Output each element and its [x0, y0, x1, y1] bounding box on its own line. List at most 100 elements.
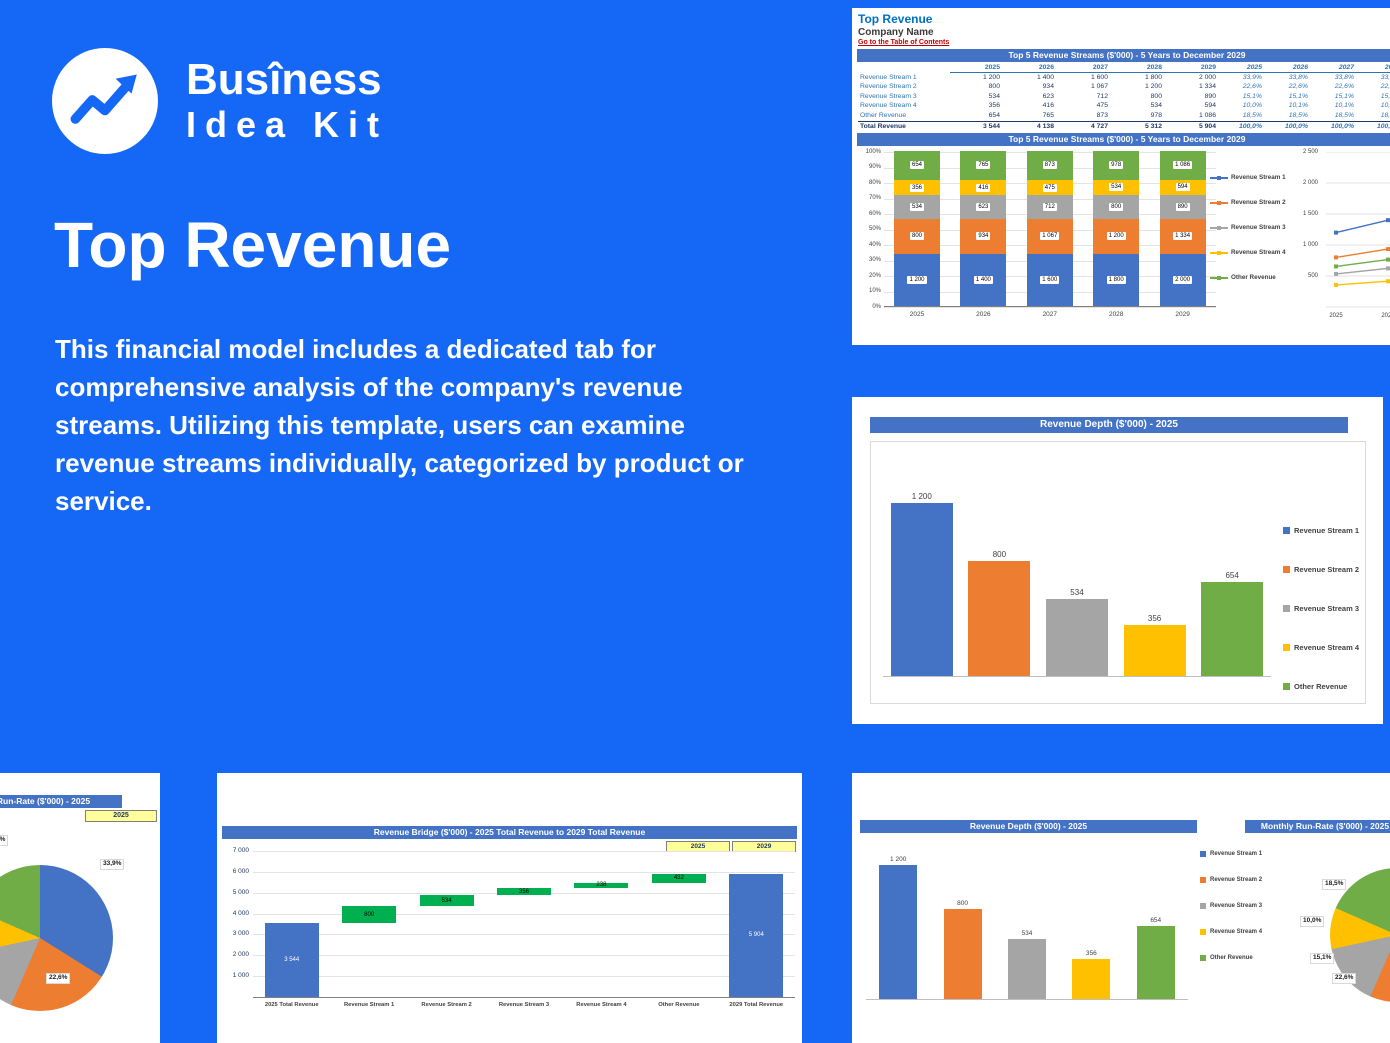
legend-item: Revenue Stream 1 [1200, 851, 1262, 857]
revenue-table-title: Top 5 Revenue Streams ($'000) - 5 Years … [857, 49, 1390, 62]
table-year-header: 2027 [1058, 63, 1112, 73]
legend-item: Revenue Stream 4 [1283, 643, 1359, 652]
chart-legend: Revenue Stream 1 Revenue Stream 2 Revenue … [1283, 526, 1359, 691]
bar-group: 1 200 [890, 492, 953, 676]
y-axis-label: 90% [868, 164, 881, 171]
chart-legend: Revenue Stream 1 Revenue Stream 2 Revenue … [1210, 174, 1292, 281]
line-chart: 2025 2026 [1324, 152, 1390, 330]
bar-segment-label: 873 [1042, 161, 1057, 170]
bar-segment-label: 1 200 [907, 275, 927, 284]
revenue-bridge-panel: Revenue Bridge ($'000) - 2025 Total Reve… [217, 773, 802, 1043]
table-value-cell: 1 200 [982, 73, 1000, 81]
company-name: Company Name [858, 27, 934, 38]
x-axis-label: Revenue Stream 2 [421, 1002, 472, 1008]
run-rate-pie-chart [0, 865, 113, 1011]
table-value-cell: 623 [1042, 92, 1054, 100]
table-pct-cell: 18,5% [1288, 111, 1308, 119]
run-rate-title: Monthly Run-Rate ($'000) - 2025 [0, 795, 122, 808]
table-year-header: 2029 [1166, 63, 1220, 73]
x-axis-label: 2025 Total Revenue [264, 1002, 319, 1008]
bar [890, 503, 953, 676]
pie-data-label: 15,1% [1310, 953, 1335, 964]
bar-segment-label: 1 800 [1106, 275, 1126, 284]
y-axis-label: 40% [868, 241, 881, 248]
table-value-cell: 800 [1150, 92, 1162, 100]
pie-data-label: 33,9% [100, 859, 125, 870]
table-value-cell: 800 [988, 83, 1000, 91]
revenue-bridge-title: Revenue Bridge ($'000) - 2025 Total Reve… [222, 826, 797, 839]
x-axis-label: Revenue Stream 1 [344, 1002, 395, 1008]
gridline [253, 934, 795, 936]
revenue-depth-panel: Revenue Depth ($'000) - 2025 1 200 800 534… [852, 397, 1383, 724]
legend-label: Revenue Stream 1 [1210, 851, 1263, 857]
bar-value-label: 534 [1021, 930, 1033, 937]
bar-segment: 623 [960, 195, 1007, 219]
x-axis-label: 2029 [1175, 311, 1190, 319]
pie-data-label: 10,0% [1300, 916, 1325, 927]
line-chart-svg [1326, 152, 1390, 308]
bar [943, 909, 982, 999]
table-pct-cell: 18,5% [1334, 111, 1354, 119]
bar-segment: 594 [1159, 179, 1206, 196]
x-axis-label: Other Revenue [658, 1002, 700, 1008]
waterfall-bar: 238 [574, 882, 629, 888]
gridline [253, 851, 795, 852]
y-axis-label: 2 000 [232, 951, 249, 959]
table-pct-cell: 10,1% [1380, 102, 1390, 110]
legend-label: Revenue Stream 3 [1231, 224, 1286, 232]
legend-marker [1210, 224, 1228, 231]
bar-segment-label: 1 086 [1173, 161, 1193, 170]
table-pct-year-header: 2027 [1312, 63, 1358, 73]
table-value-cell: 594 [1204, 102, 1216, 110]
legend-label: Revenue Stream 4 [1294, 643, 1360, 652]
gridline [253, 913, 795, 915]
table-of-contents-link[interactable]: Go to the Table of Contents [858, 39, 950, 46]
table-value-cell: 1 334 [1198, 83, 1216, 91]
bar-segment-label: 800 [909, 232, 924, 241]
brand: Busîness Idea Kit [52, 48, 388, 154]
stacked-column: 978 534 800 1 200 1 800 [1093, 151, 1140, 307]
secondary-y-axis-label: 2 500 [1302, 148, 1318, 155]
gridline [253, 871, 795, 873]
bar-segment-label: 594 [1175, 183, 1190, 192]
bar-segment-label: 416 [976, 183, 991, 192]
bar-segment-label: 1 400 [973, 275, 993, 284]
bar-segment-label: 765 [976, 161, 991, 170]
legend-item: Revenue Stream 2 [1200, 877, 1262, 883]
bar-segment: 534 [1093, 179, 1140, 196]
y-axis-label: 20% [868, 272, 881, 279]
bar-segment: 712 [1026, 195, 1073, 219]
table-value-cell: 890 [1204, 92, 1216, 100]
bar-segment-label: 1 200 [1106, 232, 1126, 241]
sheet-panel: Top Revenue Company Name Go to the Table… [852, 8, 1390, 345]
table-pct-cell: 10,1% [1334, 102, 1354, 110]
bar-group: 654 [1201, 571, 1264, 676]
table-pct-cell: 18,4% [1380, 111, 1390, 119]
bar [1201, 582, 1264, 676]
secondary-y-axis-label: 2 000 [1302, 179, 1318, 186]
secondary-y-axis-label: 500 [1307, 272, 1318, 279]
year-selector[interactable]: 2025 [85, 810, 157, 822]
bar [879, 865, 918, 999]
bar-segment: 873 [1026, 151, 1073, 180]
bar-value-label: 534 [1070, 588, 1084, 597]
table-value-cell: 712 [1096, 92, 1108, 100]
bar-group: 654 [1136, 917, 1175, 999]
pie-data-label: 22,6% [46, 973, 71, 984]
legend-label: Revenue Stream 2 [1231, 199, 1286, 207]
bar-segment-label: 1 334 [1173, 232, 1193, 241]
y-axis-label: 0% [872, 303, 881, 310]
stacked-bar-chart: 100% 90% 80% 70% 60% 50% 40% 30% 20% 10% 0% 654 356 5… [858, 148, 1390, 334]
table-pct-cell: 15,1% [1380, 92, 1390, 100]
bar-segment: 416 [960, 179, 1007, 196]
bar-segment: 1 200 [894, 253, 940, 307]
chart-frame: 1 200 800 534 356 654 Revenue Stream 1 Revenu… [870, 441, 1366, 704]
table-pct-cell: 10,1% [1288, 102, 1308, 110]
table-row-label: Revenue Stream 4 [860, 102, 917, 110]
table-total-pct: 100,0% [1266, 120, 1312, 131]
bar-group: 356 [1123, 614, 1186, 676]
gridline [884, 307, 1216, 309]
bar-segment-label: 934 [976, 232, 991, 241]
table-value-cell: 873 [1096, 111, 1108, 119]
y-axis-label: 80% [868, 179, 881, 186]
